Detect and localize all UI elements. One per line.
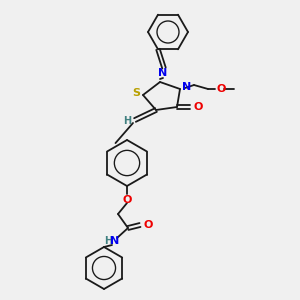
Text: S: S — [132, 88, 140, 98]
Text: H: H — [104, 236, 112, 246]
Text: H: H — [123, 116, 131, 126]
Text: O: O — [216, 84, 226, 94]
Text: O: O — [122, 195, 132, 205]
Text: O: O — [143, 220, 153, 230]
Text: O: O — [193, 102, 203, 112]
Text: N: N — [158, 68, 168, 78]
Text: N: N — [110, 236, 120, 246]
Text: N: N — [182, 82, 192, 92]
